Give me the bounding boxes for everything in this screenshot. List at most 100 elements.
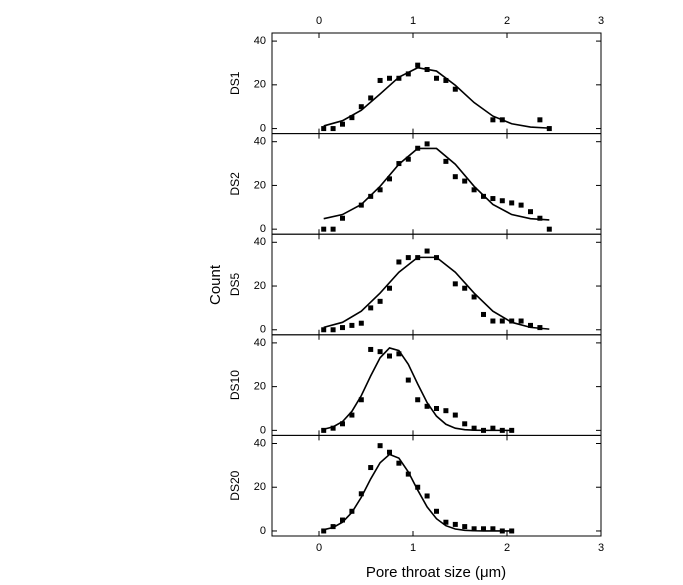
data-point	[396, 259, 402, 265]
data-point	[405, 156, 411, 162]
data-point	[340, 325, 345, 331]
data-point	[462, 421, 468, 427]
data-point	[452, 174, 458, 180]
y-tick-label: 40	[254, 236, 266, 248]
data-point	[405, 377, 411, 383]
data-point	[434, 75, 439, 81]
panel-label: DS5	[228, 273, 242, 297]
data-point	[481, 311, 486, 317]
data-point	[377, 187, 383, 193]
data-point	[434, 508, 439, 514]
data-point	[424, 403, 430, 409]
data-point	[462, 285, 468, 291]
x-tick-label: 2	[504, 542, 510, 554]
data-point	[368, 346, 374, 352]
data-point	[443, 158, 449, 164]
data-point	[490, 526, 496, 532]
y-tick-label: 40	[254, 437, 266, 449]
y-tick-label: 0	[260, 223, 266, 235]
data-point	[321, 528, 327, 534]
data-point	[471, 526, 477, 532]
x-tick-label: 0	[316, 542, 322, 554]
y-tick-label: 0	[260, 424, 266, 436]
data-point	[396, 351, 402, 357]
data-point	[358, 320, 364, 326]
data-point	[537, 215, 543, 221]
data-point	[358, 491, 364, 497]
data-point	[358, 104, 364, 110]
y-tick-label: 20	[254, 79, 266, 91]
data-point	[377, 349, 383, 355]
data-point	[490, 425, 496, 431]
data-point	[387, 285, 392, 291]
fit-line	[323, 347, 512, 432]
data-point	[434, 406, 439, 412]
data-point	[377, 443, 383, 449]
x-tick-label: 1	[410, 15, 416, 27]
panel-frame	[271, 434, 602, 537]
data-point	[415, 62, 421, 68]
data-point	[415, 397, 421, 403]
data-point	[387, 353, 392, 359]
y-tick-label: 0	[260, 122, 266, 134]
data-point	[415, 484, 421, 490]
data-point	[349, 322, 355, 328]
y-axis-label: Count	[207, 264, 224, 305]
y-tick-label: 20	[254, 179, 266, 191]
data-point	[471, 187, 477, 193]
data-point	[387, 75, 392, 81]
data-point	[321, 327, 327, 333]
data-point	[424, 141, 430, 147]
panel-frame	[271, 233, 602, 336]
data-point	[321, 126, 327, 132]
data-point	[443, 408, 449, 414]
data-point	[368, 95, 374, 101]
panel-label: DS2	[228, 172, 242, 196]
data-point	[546, 226, 552, 232]
data-point	[452, 521, 458, 527]
panel-frame	[271, 32, 602, 135]
data-point	[340, 121, 345, 127]
data-point	[396, 75, 402, 81]
data-point	[368, 465, 374, 471]
data-point	[546, 126, 552, 132]
data-point	[340, 517, 345, 523]
data-point	[387, 176, 392, 182]
x-axis-label: Pore throat size (μm)	[366, 564, 506, 581]
data-point	[481, 526, 486, 532]
data-point	[330, 226, 336, 232]
data-point	[368, 305, 374, 311]
data-point	[405, 471, 411, 477]
panel-label: DS10	[228, 370, 242, 400]
fit-line	[323, 256, 550, 330]
panel-label: DS1	[228, 71, 242, 95]
data-point	[509, 200, 515, 206]
data-point	[396, 460, 402, 466]
y-tick-label: 0	[260, 525, 266, 537]
data-point	[424, 493, 430, 499]
data-point	[387, 449, 392, 455]
data-point	[471, 294, 477, 300]
data-point	[518, 318, 524, 324]
data-point	[321, 226, 327, 232]
panel-frame	[271, 334, 602, 436]
data-point	[349, 412, 355, 418]
data-point	[462, 524, 468, 530]
data-point	[358, 397, 364, 403]
y-tick-label: 20	[254, 381, 266, 393]
data-point	[377, 298, 383, 304]
data-point	[424, 248, 430, 254]
data-point	[377, 77, 383, 83]
data-point	[330, 126, 336, 132]
x-tick-label: 1	[410, 542, 416, 554]
data-point	[443, 519, 449, 525]
data-point	[452, 412, 458, 418]
data-point	[537, 117, 543, 123]
y-tick-label: 20	[254, 481, 266, 493]
data-point	[490, 117, 496, 123]
x-tick-label: 3	[598, 15, 604, 27]
x-tick-label: 2	[504, 15, 510, 27]
data-point	[340, 421, 345, 427]
panel-label: DS20	[228, 470, 242, 500]
